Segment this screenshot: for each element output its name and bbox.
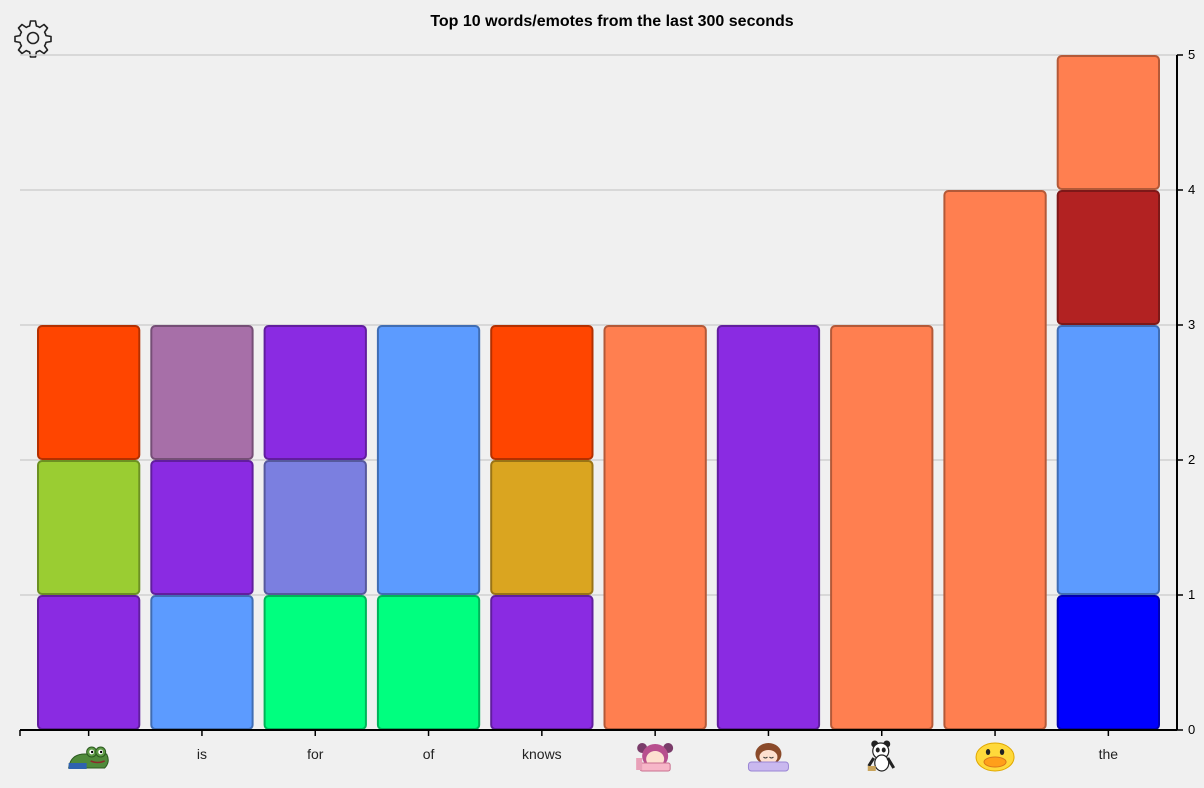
bar-segment	[150, 595, 254, 730]
bar-segment	[37, 325, 141, 460]
bar-segment	[263, 460, 367, 595]
frog-emote-icon	[68, 746, 109, 769]
bar-segment	[263, 595, 367, 730]
bar-segment	[490, 460, 594, 595]
axes: 0 1 2 3 4 5	[19, 47, 1195, 737]
category-label: for	[307, 746, 324, 762]
bars	[37, 55, 1160, 730]
bar-segment	[376, 595, 481, 730]
y-tick-label: 2	[1188, 452, 1195, 467]
y-tick-label: 4	[1188, 182, 1195, 197]
bar-segment	[490, 325, 594, 460]
bar-segment	[263, 325, 367, 460]
bar-segment	[376, 325, 481, 595]
bar-segment	[490, 595, 594, 730]
settings-button[interactable]	[13, 18, 53, 58]
y-tick-label: 1	[1188, 587, 1195, 602]
category-label: of	[423, 746, 435, 762]
bar-segment	[1056, 190, 1160, 325]
pink-hair-girl-emote-icon	[636, 743, 674, 772]
sleeping-girl-emote-icon	[747, 743, 789, 772]
category-label: the	[1099, 746, 1119, 762]
category-labels: is for of knows the	[68, 740, 1119, 772]
gear-icon	[14, 20, 52, 58]
bar-segment	[150, 460, 254, 595]
bar-segment	[943, 190, 1047, 730]
bar-segment	[37, 460, 141, 595]
bar-segment	[1056, 55, 1160, 190]
y-tick-label: 0	[1188, 722, 1195, 737]
y-tick-label: 5	[1188, 47, 1195, 62]
category-label: is	[197, 746, 207, 762]
bar-segment	[150, 325, 254, 460]
y-tick-label: 3	[1188, 317, 1195, 332]
bar-segment	[1056, 595, 1160, 730]
chart-title: Top 10 words/emotes from the last 300 se…	[430, 13, 794, 30]
bar-segment	[603, 325, 707, 730]
bar-segment	[37, 595, 141, 730]
bar-segment	[716, 325, 821, 730]
panda-emote-icon	[867, 740, 896, 772]
bar-segment	[830, 325, 934, 730]
category-label: knows	[522, 746, 562, 762]
duck-emote-icon	[975, 742, 1015, 772]
bar-segment	[1056, 325, 1160, 595]
